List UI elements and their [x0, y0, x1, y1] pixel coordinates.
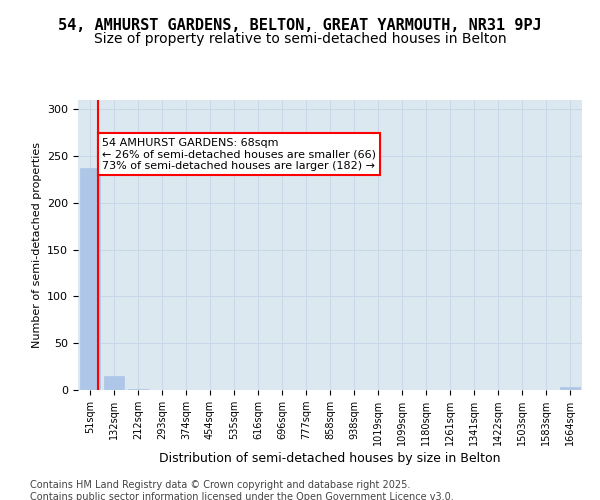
Y-axis label: Number of semi-detached properties: Number of semi-detached properties: [32, 142, 41, 348]
X-axis label: Distribution of semi-detached houses by size in Belton: Distribution of semi-detached houses by …: [159, 452, 501, 465]
Bar: [560, 387, 580, 390]
Text: 54 AMHURST GARDENS: 68sqm
← 26% of semi-detached houses are smaller (66)
73% of : 54 AMHURST GARDENS: 68sqm ← 26% of semi-…: [102, 138, 376, 171]
Bar: [128, 389, 148, 390]
Text: Contains HM Land Registry data © Crown copyright and database right 2025.
Contai: Contains HM Land Registry data © Crown c…: [30, 480, 454, 500]
Text: Size of property relative to semi-detached houses in Belton: Size of property relative to semi-detach…: [94, 32, 506, 46]
Bar: [80, 168, 100, 390]
Text: 54, AMHURST GARDENS, BELTON, GREAT YARMOUTH, NR31 9PJ: 54, AMHURST GARDENS, BELTON, GREAT YARMO…: [58, 18, 542, 32]
Bar: [104, 376, 124, 390]
